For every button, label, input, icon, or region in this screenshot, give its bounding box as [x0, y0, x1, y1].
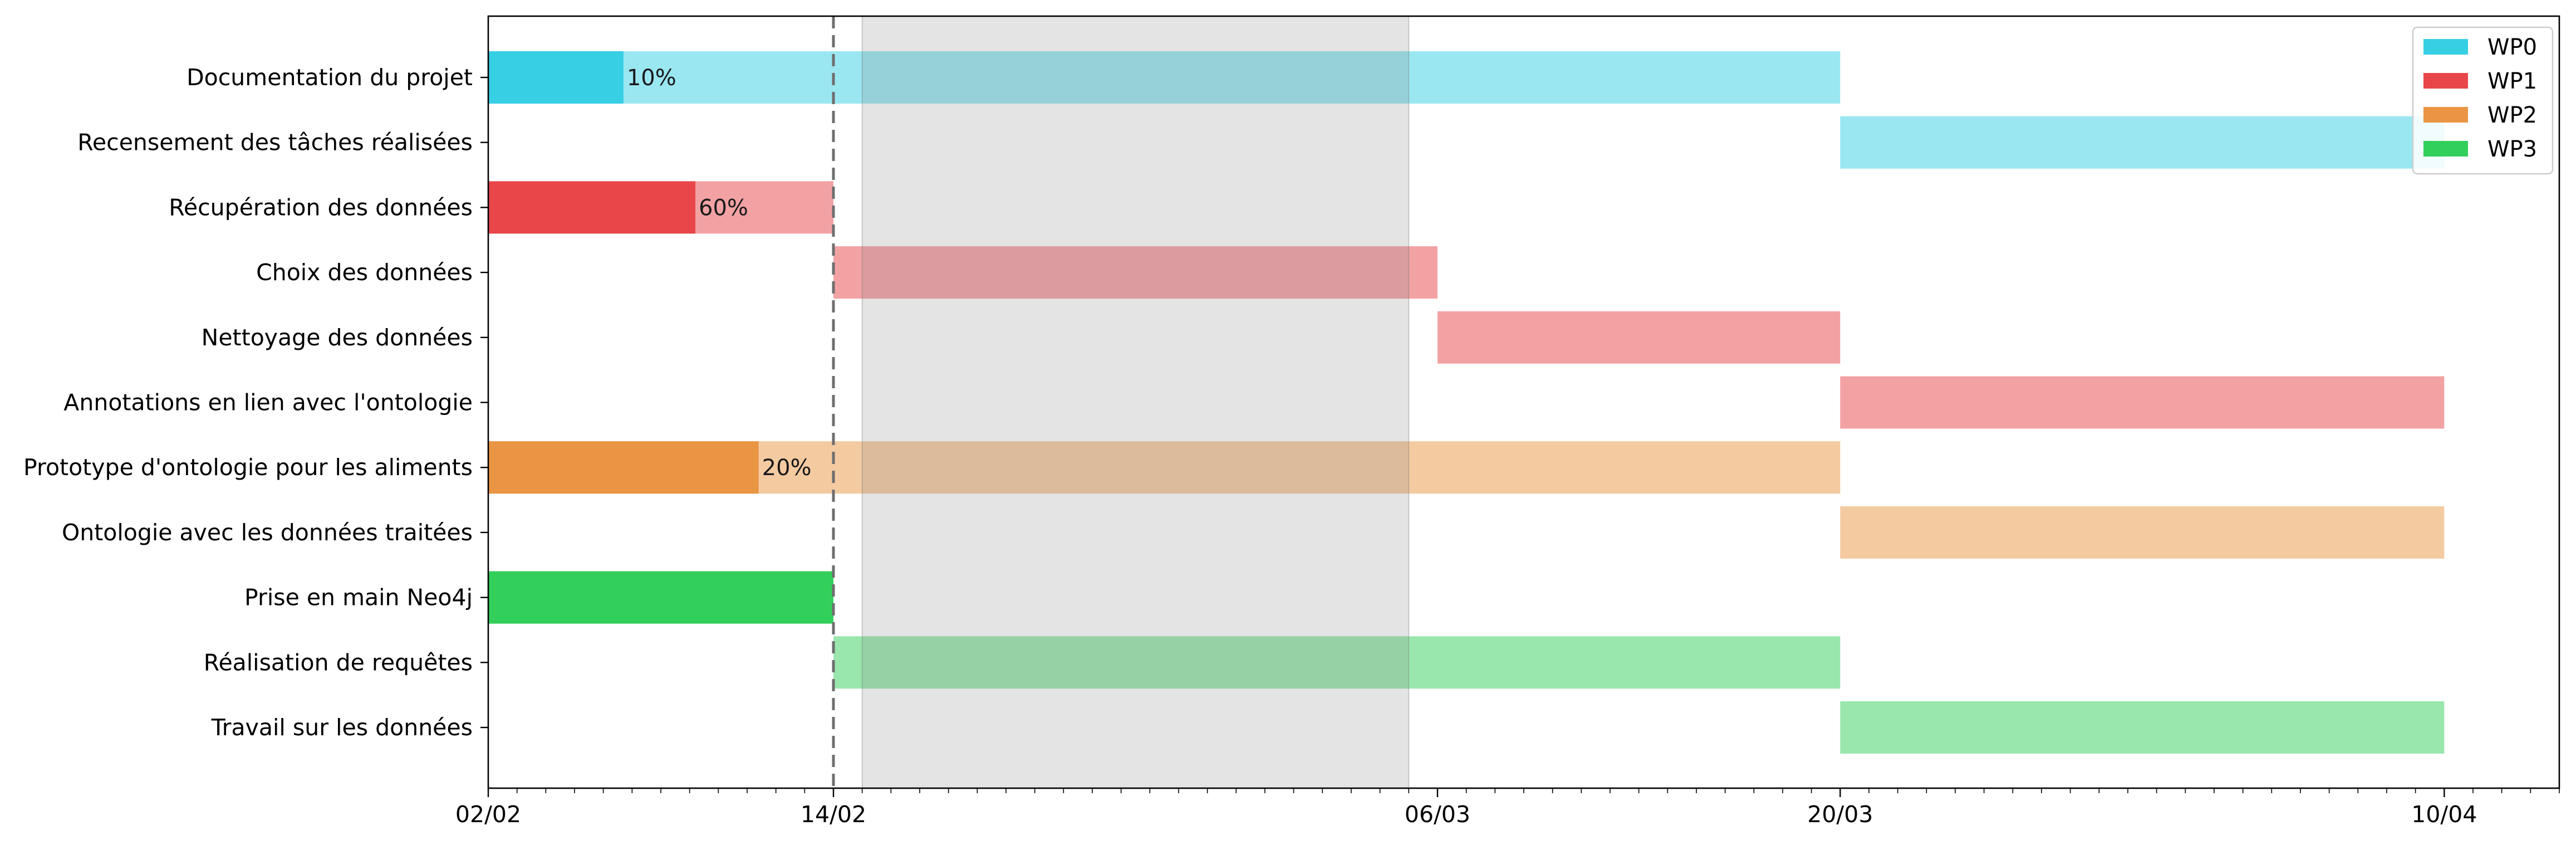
legend-label: WP0 [2487, 35, 2537, 60]
task-progress-label: 10% [627, 65, 676, 91]
x-tick-label: 14/02 [801, 801, 866, 828]
task-labels-layer: Documentation du projet Recensement des t… [23, 64, 473, 741]
legend-label: WP3 [2487, 136, 2537, 162]
task-label: Prototype d'ontologie pour les aliments [23, 454, 473, 481]
task-label: Prise en main Neo4j [244, 584, 473, 611]
task-label: Recensement des tâches réalisées [77, 129, 473, 156]
x-tick-label: 10/04 [2411, 801, 2477, 828]
task-label: Ontologie avec les données traitées [62, 519, 473, 546]
task-progress-fill [488, 51, 624, 104]
legend-swatch [2423, 73, 2468, 89]
task-label: Documentation du projet [187, 64, 473, 91]
legend-label: WP1 [2487, 69, 2537, 94]
x-tick-label: 20/03 [1807, 801, 1873, 828]
shaded-period-layer [861, 16, 1410, 789]
x-tick-label: 06/03 [1405, 801, 1470, 828]
task-bar-wp1 [1840, 376, 2445, 429]
task-bar-wp0 [488, 51, 1841, 104]
legend: WP0 WP1 WP2 WP3 [2412, 26, 2554, 175]
task-bars-layer: 10% 60% 20% [488, 51, 2445, 754]
task-label: Travail sur les données [211, 714, 473, 741]
task-label: Nettoyage des données [202, 324, 473, 351]
axes-layer: 02/02 14/02 06/03 20/03 10/04 [455, 15, 2560, 828]
legend-box [2412, 26, 2554, 175]
task-bar-wp1 [1437, 311, 1841, 364]
task-progress-label: 20% [762, 455, 812, 481]
task-bar-wp0 [1840, 116, 2445, 169]
legend-swatch [2423, 141, 2468, 157]
shaded-period [861, 16, 1410, 789]
task-progress-label: 60% [699, 195, 748, 221]
task-label: Annotations en lien avec l'ontologie [63, 389, 473, 416]
task-bar-wp2 [1840, 506, 2445, 559]
task-bar-wp3 [1840, 701, 2445, 754]
legend-label: WP2 [2487, 102, 2537, 128]
legend-swatch [2423, 107, 2468, 123]
legend-swatch [2423, 39, 2468, 55]
task-label: Choix des données [256, 259, 473, 286]
task-label: Récupération des données [169, 194, 473, 221]
x-tick-label: 02/02 [455, 801, 521, 828]
task-bar-wp1 [833, 246, 1437, 299]
task-bar-wp3 [833, 636, 1841, 689]
task-progress-fill [488, 441, 759, 494]
task-progress-fill [488, 571, 833, 624]
task-label: Réalisation de requêtes [204, 649, 473, 676]
task-progress-fill [488, 181, 695, 234]
